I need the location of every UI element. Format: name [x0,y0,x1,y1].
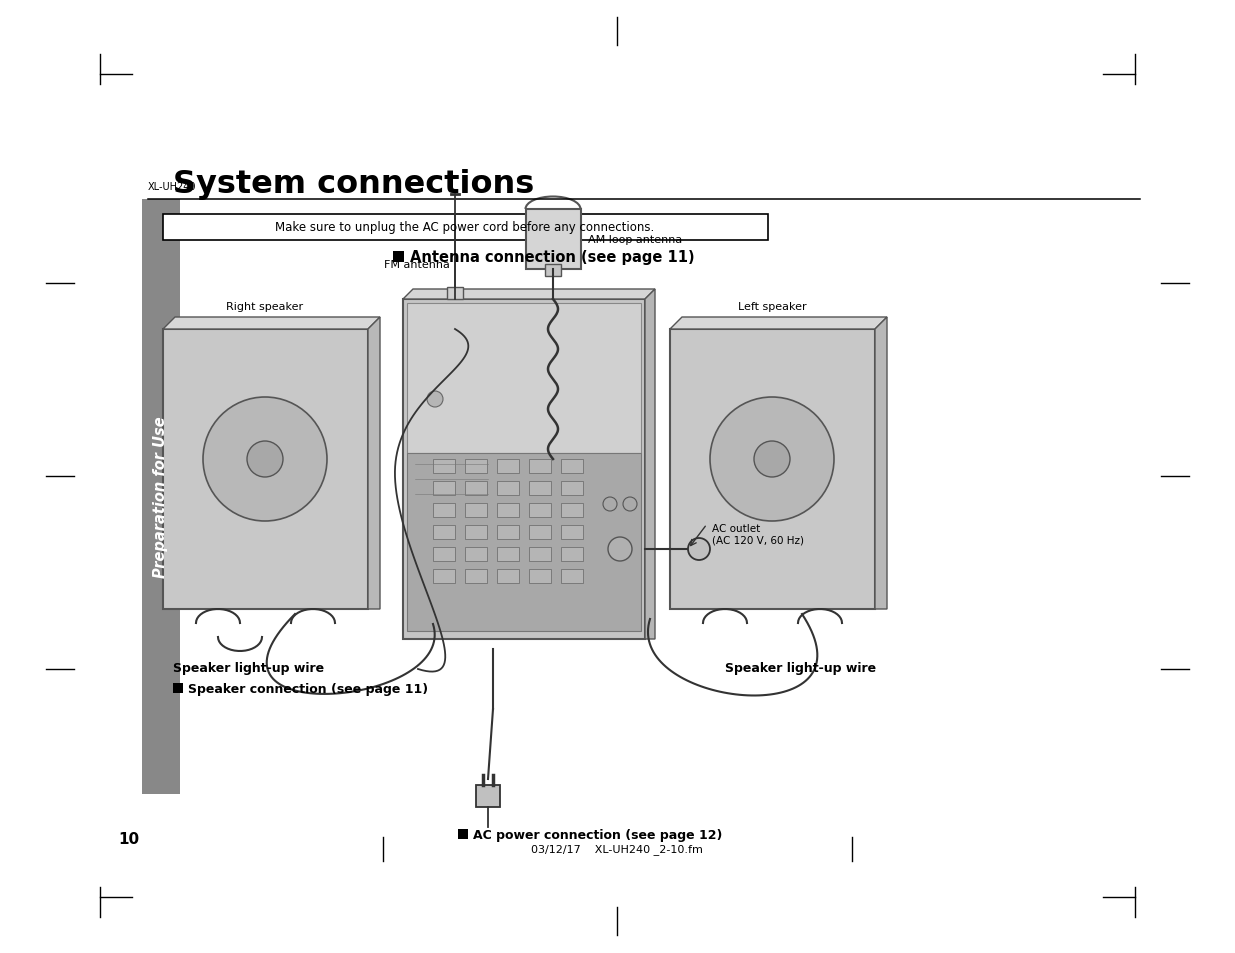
Bar [433,569,454,583]
Text: FM antenna: FM antenna [384,260,450,270]
Bar [403,299,645,639]
Bar [433,547,454,561]
Text: Speaker connection (see page 11): Speaker connection (see page 11) [188,682,429,696]
Circle shape [710,397,834,521]
Bar [529,503,551,517]
Text: AM loop antenna: AM loop antenna [588,234,682,245]
Text: AC power connection (see page 12): AC power connection (see page 12) [473,828,722,841]
Text: Speaker light-up wire: Speaker light-up wire [173,661,324,675]
Bar [671,330,876,609]
Bar [496,459,519,474]
Circle shape [688,538,710,560]
Circle shape [427,392,443,408]
Bar [526,210,580,270]
Polygon shape [163,317,380,330]
Polygon shape [403,290,655,299]
Polygon shape [671,317,887,330]
Text: Right speaker: Right speaker [226,302,304,312]
Bar [561,525,583,539]
Bar [545,265,561,276]
Bar [529,569,551,583]
Text: Antenna connection (see page 11): Antenna connection (see page 11) [410,251,694,265]
Circle shape [755,441,790,477]
Bar [433,481,454,496]
Text: XL-UH240: XL-UH240 [148,182,196,192]
Bar [466,569,487,583]
Bar [447,288,463,299]
Circle shape [622,497,637,512]
Text: Make sure to unplug the AC power cord before any connections.: Make sure to unplug the AC power cord be… [275,221,655,234]
Circle shape [608,537,632,561]
Bar [496,503,519,517]
Bar [466,459,487,474]
Bar [433,459,454,474]
Bar [408,454,641,631]
Text: Preparation for Use: Preparation for Use [153,416,168,578]
Polygon shape [645,290,655,639]
Bar [408,304,641,454]
Bar [529,481,551,496]
Bar [433,503,454,517]
Bar [561,459,583,474]
Bar [561,503,583,517]
Bar [466,547,487,561]
Bar [496,569,519,583]
Circle shape [203,397,327,521]
Bar [466,481,487,496]
Text: System connections: System connections [173,170,535,200]
Bar [496,547,519,561]
Bar [466,503,487,517]
Text: AC outlet
(AC 120 V, 60 Hz): AC outlet (AC 120 V, 60 Hz) [713,523,804,545]
Bar [458,829,468,840]
Text: 10: 10 [119,832,140,846]
Bar [433,525,454,539]
Bar [163,330,368,609]
Bar [496,481,519,496]
Bar [529,525,551,539]
Polygon shape [368,317,380,609]
Bar [529,459,551,474]
Bar [466,525,487,539]
Polygon shape [876,317,887,609]
Circle shape [603,497,618,512]
Bar [142,200,180,794]
Bar [496,525,519,539]
Bar [561,481,583,496]
Bar [393,252,404,263]
Text: 03/12/17    XL-UH240 _2-10.fm: 03/12/17 XL-UH240 _2-10.fm [531,843,703,855]
Bar [529,547,551,561]
Circle shape [247,441,283,477]
FancyBboxPatch shape [163,214,768,241]
Text: Speaker light-up wire: Speaker light-up wire [725,661,876,675]
Bar [173,683,183,693]
Bar [475,785,500,807]
Text: Left speaker: Left speaker [737,302,806,312]
Bar [561,547,583,561]
Bar [561,569,583,583]
